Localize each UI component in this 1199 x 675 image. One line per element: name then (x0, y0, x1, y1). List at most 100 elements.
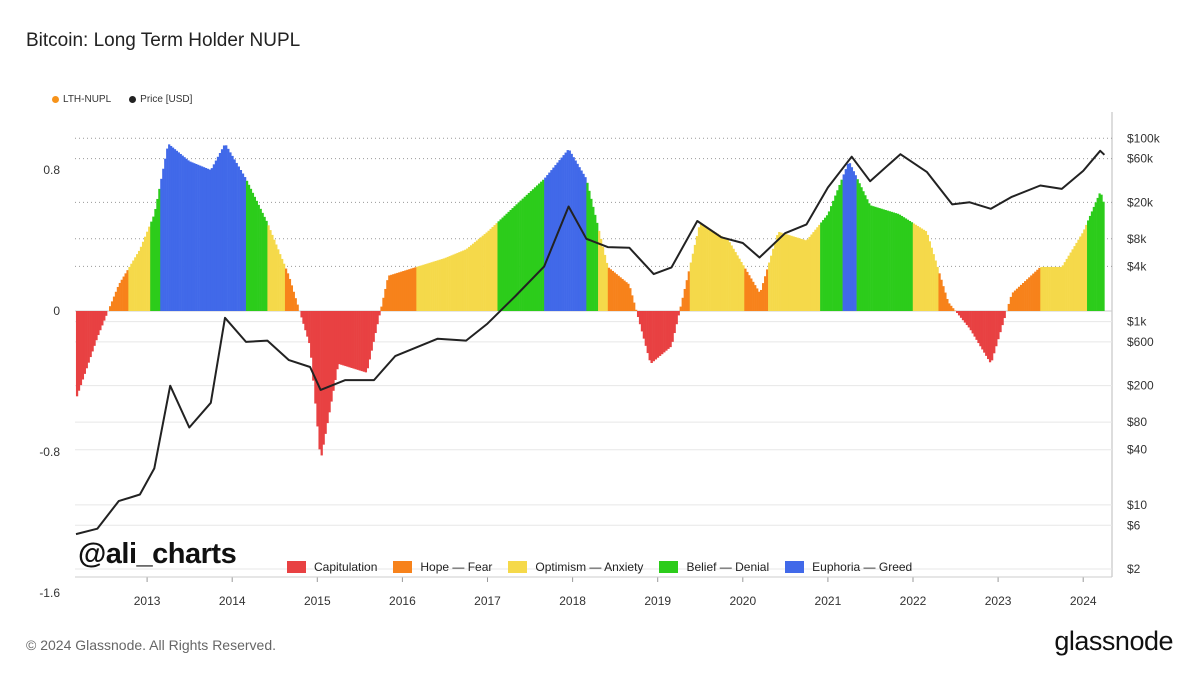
nupl-bar (358, 311, 361, 371)
nupl-bar (848, 163, 852, 311)
nupl-bar (158, 188, 161, 311)
nupl-bar (926, 234, 930, 311)
zone-legend-item[interactable]: Belief — Denial (659, 560, 769, 574)
nupl-bar (485, 232, 488, 311)
zone-legend-item[interactable]: Euphoria — Greed (785, 560, 912, 574)
nupl-bar (798, 238, 801, 311)
nupl-bar (450, 255, 453, 311)
nupl-bar (408, 269, 411, 311)
nupl-bar (990, 311, 994, 361)
nupl-bar (782, 233, 785, 311)
nupl-bar (224, 145, 228, 311)
nupl-bar (952, 308, 955, 311)
nupl-bar (220, 149, 224, 311)
nupl-bar (788, 235, 791, 311)
nupl-bar (235, 162, 238, 311)
legend-item-price[interactable]: Price [USD] (129, 94, 192, 105)
nupl-bar (778, 232, 781, 311)
nupl-bar (137, 250, 141, 311)
nupl-bar (572, 157, 575, 311)
nupl-bar (336, 311, 339, 370)
nupl-bar (531, 189, 535, 311)
nupl-bar (128, 266, 131, 311)
nupl-bar (701, 224, 705, 311)
nupl-bar (414, 267, 417, 311)
x-tick-label: 2013 (134, 594, 161, 608)
nupl-bar (191, 162, 194, 311)
zone-legend-item[interactable]: Optimism — Anxiety (508, 560, 643, 574)
y-right-tick-label: $10 (1127, 498, 1147, 512)
zone-swatch (785, 561, 805, 573)
nupl-bar (750, 278, 753, 311)
nupl-bar (324, 311, 327, 434)
zone-label: Capitulation (314, 560, 378, 574)
nupl-bar (168, 144, 171, 311)
nupl-bar (406, 269, 409, 311)
nupl-bar (862, 191, 865, 311)
zone-legend-item[interactable]: Capitulation (287, 560, 377, 574)
nupl-bar (784, 233, 787, 311)
nupl-bar (846, 163, 850, 311)
nupl-bar (487, 230, 490, 311)
nupl-bar (992, 311, 996, 354)
orange-dot-icon (52, 96, 59, 103)
nupl-bar (1034, 271, 1037, 311)
nupl-bar (792, 236, 795, 311)
legend-label-price: Price [USD] (140, 94, 193, 105)
nupl-bar (229, 152, 232, 311)
nupl-bar (786, 234, 789, 311)
nupl-bar (546, 175, 549, 311)
nupl-bar (519, 200, 522, 311)
nupl-bar (273, 239, 276, 311)
nupl-bar (772, 248, 775, 311)
y-left-tick-label: -1.6 (39, 586, 60, 600)
nupl-bar (631, 295, 634, 311)
nupl-bar (794, 237, 797, 311)
nupl-bar (193, 163, 196, 311)
nupl-bar (75, 311, 79, 397)
nupl-bar (562, 155, 565, 311)
nupl-bar (656, 311, 660, 358)
nupl-bar (965, 311, 969, 326)
nupl-bar (900, 215, 904, 311)
nupl-bar (691, 253, 695, 311)
chart-title: Bitcoin: Long Term Holder NUPL (26, 30, 301, 51)
nupl-bar (716, 233, 719, 311)
nupl-bar (148, 226, 151, 311)
nupl-bar (380, 306, 383, 311)
zone-legend-item[interactable]: Hope — Fear (393, 560, 492, 574)
nupl-bar (185, 158, 188, 311)
nupl-bar (93, 311, 96, 346)
nupl-bar (981, 311, 984, 350)
zone-label: Hope — Fear (420, 560, 493, 574)
nupl-bar (854, 175, 857, 311)
nupl-bar (870, 205, 873, 311)
zone-swatch (393, 561, 413, 573)
nupl-bar (844, 169, 848, 311)
nupl-bar (257, 204, 260, 311)
nupl-bar (1067, 255, 1070, 311)
nupl-bar (644, 311, 647, 346)
nupl-bar (740, 261, 743, 311)
nupl-bar (208, 169, 212, 311)
nupl-bar (462, 250, 465, 311)
nupl-bar (752, 281, 755, 311)
nupl-bar (396, 272, 399, 311)
nupl-bar (146, 231, 149, 311)
x-tick-label: 2024 (1070, 594, 1097, 608)
nupl-bar (689, 262, 693, 311)
nupl-bar (961, 311, 965, 321)
nupl-bar (860, 187, 863, 311)
nupl-bar (1077, 239, 1080, 311)
nupl-bar (840, 179, 843, 311)
nupl-bar (902, 217, 906, 311)
nupl-bar (1090, 211, 1094, 311)
nupl-bar (340, 311, 343, 365)
nupl-bar (967, 311, 970, 328)
nupl-bar (997, 311, 1000, 340)
legend-item-nupl[interactable]: LTH-NUPL (52, 94, 111, 105)
nupl-bar (999, 311, 1002, 333)
x-tick-label: 2018 (559, 594, 586, 608)
nupl-bar (776, 235, 779, 311)
